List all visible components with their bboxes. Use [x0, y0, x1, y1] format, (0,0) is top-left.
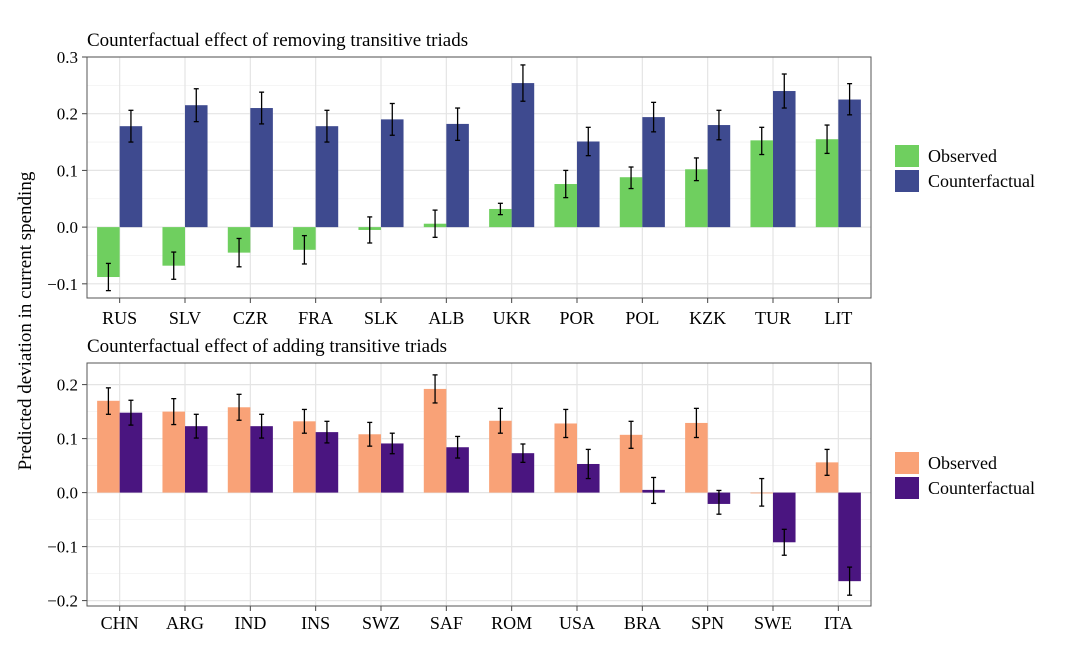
x-tick-label-bra: BRA	[624, 613, 661, 633]
bar-observed-ins	[293, 421, 316, 493]
bar-counterfactual-rus	[119, 126, 143, 228]
y-tick-label: −0.1	[47, 275, 78, 294]
bar-counterfactual-chn	[119, 412, 143, 493]
plot-border	[86, 56, 872, 299]
y-tick-label: −0.1	[47, 538, 78, 557]
x-tick-label-lit: LIT	[824, 308, 852, 328]
x-tick-label-swe: SWE	[754, 613, 792, 633]
bar-counterfactual-czr	[250, 108, 273, 228]
bar-counterfactual-swz	[381, 443, 404, 493]
x-tick-label-chn: CHN	[101, 613, 139, 633]
legend-label-observed: Observed	[928, 453, 997, 473]
bar-observed-slv	[162, 227, 185, 266]
bar-counterfactual-slk	[381, 119, 404, 228]
bar-counterfactual-arg	[185, 426, 208, 493]
legend-swatch-observed	[895, 452, 919, 474]
bar-counterfactual-pol	[642, 117, 665, 228]
bar-observed-por	[554, 184, 577, 228]
bar-observed-tur	[750, 140, 773, 228]
bar-counterfactual-swe	[773, 492, 796, 543]
bar-observed-arg	[162, 411, 185, 493]
bar-observed-rom	[489, 420, 512, 493]
bar-observed-usa	[554, 423, 577, 493]
bar-counterfactual-lit	[838, 99, 861, 228]
bar-observed-bra	[619, 434, 643, 493]
bar-observed-rus	[97, 227, 120, 278]
bar-observed-saf	[423, 388, 447, 493]
x-tick-label-ins: INS	[301, 613, 330, 633]
x-tick-label-arg: ARG	[166, 613, 204, 633]
y-tick-label: 0.2	[57, 376, 78, 395]
bar-counterfactual-ins	[315, 432, 339, 493]
x-tick-label-slk: SLK	[364, 308, 398, 328]
y-tick-label: 0.1	[57, 161, 78, 180]
bar-observed-ita	[815, 462, 839, 493]
x-tick-label-ita: ITA	[824, 613, 853, 633]
y-tick-label: 0.3	[57, 48, 78, 67]
legend-swatch-counterfactual	[895, 477, 919, 499]
bar-observed-pol	[619, 177, 643, 228]
top-panel: Counterfactual effect of removing transi…	[47, 30, 1035, 328]
x-tick-label-swz: SWZ	[362, 613, 400, 633]
y-tick-label: 0.0	[57, 218, 78, 237]
bar-observed-spn	[685, 422, 708, 493]
legend-swatch-counterfactual	[895, 170, 919, 192]
legend-label-observed: Observed	[928, 146, 997, 166]
bar-counterfactual-saf	[446, 447, 469, 493]
bar-observed-chn	[97, 400, 120, 493]
x-tick-label-ukr: UKR	[493, 308, 531, 328]
bar-counterfactual-rom	[511, 453, 535, 493]
x-tick-label-ind: IND	[234, 613, 266, 633]
bottom-panel: Counterfactual effect of adding transiti…	[47, 336, 1035, 633]
x-tick-label-tur: TUR	[755, 308, 791, 328]
bar-observed-swz	[358, 434, 381, 493]
bar-counterfactual-ind	[250, 426, 273, 493]
x-tick-label-rus: RUS	[102, 308, 137, 328]
y-axis-label: Predicted deviation in current spending	[15, 171, 36, 470]
chart-title: Counterfactual effect of adding transiti…	[87, 336, 447, 357]
bar-observed-lit	[815, 139, 839, 228]
y-tick-label: −0.2	[47, 592, 78, 611]
bar-counterfactual-ita	[838, 492, 861, 582]
y-tick-label: 0.0	[57, 484, 78, 503]
x-tick-label-fra: FRA	[298, 308, 333, 328]
bar-observed-kzk	[685, 169, 708, 228]
legend-swatch-observed	[895, 145, 919, 167]
x-tick-label-pol: POL	[625, 308, 659, 328]
y-tick-label: 0.1	[57, 430, 78, 449]
bar-counterfactual-kzk	[707, 125, 731, 228]
bar-counterfactual-ukr	[511, 83, 535, 228]
x-tick-label-kzk: KZK	[689, 308, 726, 328]
plot-border	[86, 362, 872, 607]
bar-counterfactual-fra	[315, 126, 339, 228]
legend-label-counterfactual: Counterfactual	[928, 171, 1035, 191]
bar-counterfactual-slv	[185, 105, 208, 228]
x-tick-label-alb: ALB	[428, 308, 464, 328]
x-tick-label-rom: ROM	[491, 613, 532, 633]
bar-counterfactual-tur	[773, 91, 796, 228]
legend-label-counterfactual: Counterfactual	[928, 478, 1035, 498]
y-tick-label: 0.2	[57, 105, 78, 124]
chart-title: Counterfactual effect of removing transi…	[87, 30, 468, 51]
x-tick-label-spn: SPN	[691, 613, 724, 633]
bar-observed-ukr	[489, 208, 512, 228]
x-tick-label-slv: SLV	[169, 308, 201, 328]
x-tick-label-saf: SAF	[430, 613, 463, 633]
bar-counterfactual-alb	[446, 123, 469, 228]
bar-observed-ind	[227, 407, 251, 493]
x-tick-label-por: POR	[559, 308, 594, 328]
bar-counterfactual-por	[577, 141, 600, 228]
x-tick-label-usa: USA	[559, 613, 595, 633]
x-tick-label-czr: CZR	[233, 308, 268, 328]
